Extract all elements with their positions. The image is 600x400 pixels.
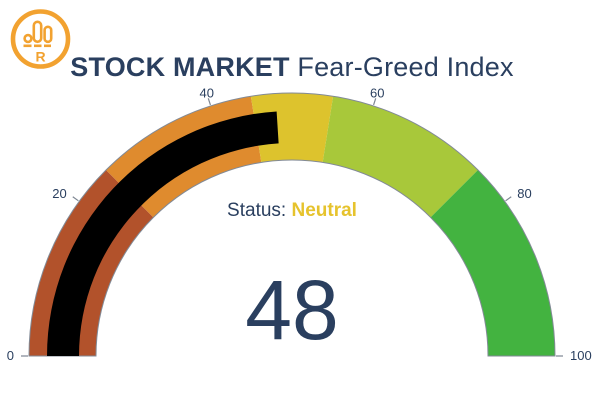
page-title-bold: STOCK MARKET (70, 52, 290, 82)
status-value: Neutral (291, 200, 357, 221)
gauge-segment (430, 170, 555, 356)
logo-circle (10, 9, 71, 69)
gauge-tick-label: 20 (52, 186, 66, 201)
gauge-tick-label: 100 (570, 348, 592, 363)
gauge-value: 48 (245, 263, 339, 357)
gauge-value-bar (47, 111, 279, 356)
gauge-segment (250, 93, 334, 163)
gauge-tick-label: 0 (7, 348, 14, 363)
page-title: STOCK MARKET Fear-Greed Index (0, 52, 584, 83)
candlestick-chart-icon (23, 20, 53, 48)
gauge-tick-mark (207, 98, 211, 106)
gauge-tick-mark (72, 196, 79, 202)
gauge-tick-mark (373, 98, 377, 106)
gauge-tick-label: 80 (517, 186, 531, 201)
status-label: Status: (227, 200, 287, 221)
gauge-segment (322, 96, 478, 218)
page-title-regular: Fear-Greed Index (297, 52, 514, 82)
brand-logo-icon: R (10, 9, 71, 69)
gauge-tick-label: 40 (199, 86, 213, 101)
status-line: Status: Neutral (0, 200, 584, 222)
brand-logo: R (8, 7, 73, 72)
logo-letter: R (35, 49, 45, 65)
gauge-outline (28, 92, 556, 357)
gauge-tick-mark (505, 196, 512, 202)
gauge-tick-label: 60 (370, 86, 384, 101)
